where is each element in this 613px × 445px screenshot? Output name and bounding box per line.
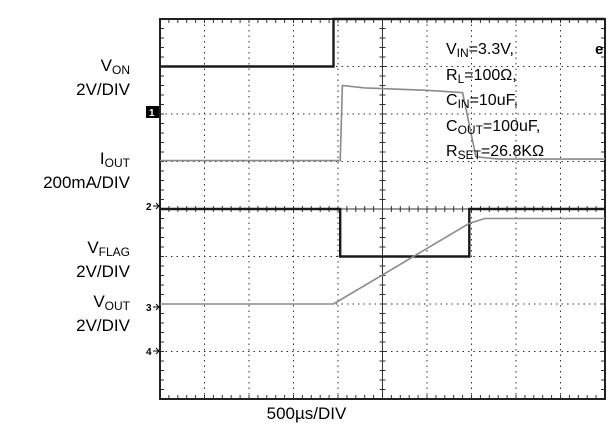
ground-markers: 1 2 3 4 [146, 106, 160, 358]
iout-subscript: OUT [104, 156, 130, 170]
condition-cout: COUT=100uF, [446, 117, 541, 137]
marker-3-label: 3 [146, 303, 152, 314]
vflag-scale: 2V/DIV [76, 262, 130, 281]
marker-4-arrow [153, 347, 160, 355]
vflag-symbol: V [87, 238, 99, 257]
trace-4 [160, 217, 605, 305]
condition-rl: RL=100Ω, [446, 66, 517, 86]
iout-scale: 200mA/DIV [43, 173, 130, 192]
condition-vin: VIN=3.3V, [446, 41, 514, 60]
marker-1-box [146, 106, 159, 118]
marker-2-label: 2 [146, 202, 152, 213]
von-scale: 2V/DIV [76, 80, 130, 99]
test-conditions: VIN=3.3V, RL=100Ω, CIN=10uF, COUT=100uF,… [446, 39, 544, 167]
condition-rset: RSET=26.8KΩ [446, 143, 545, 162]
channel-label-von: VON 2V/DIV [0, 56, 130, 100]
channel-label-iout: IOUT 200mA/DIV [0, 149, 130, 193]
trace-3 [160, 207, 605, 258]
trace-1 [160, 17, 605, 68]
channel-label-vflag: VFLAG 2V/DIV [0, 238, 130, 282]
trace-2 [160, 84, 605, 162]
marker-4-label: 4 [146, 347, 152, 358]
edge-mark: e [595, 41, 603, 58]
vflag-subscript: FLAG [98, 245, 130, 259]
von-symbol: V [100, 56, 112, 75]
channel-label-vout: VOUT 2V/DIV [0, 292, 130, 336]
condition-cin: CIN=10uF, [446, 92, 519, 111]
time-scale-label: 500µs/DIV [266, 404, 347, 423]
vout-scale: 2V/DIV [76, 316, 130, 335]
vout-subscript: OUT [104, 299, 130, 313]
marker-1-label: 1 [149, 108, 155, 119]
von-subscript: ON [112, 63, 130, 77]
marker-3-arrow [153, 303, 160, 311]
marker-2-arrow [153, 202, 160, 210]
iout-symbol: I [99, 149, 105, 168]
vout-symbol: V [93, 292, 105, 311]
traces [160, 17, 605, 305]
